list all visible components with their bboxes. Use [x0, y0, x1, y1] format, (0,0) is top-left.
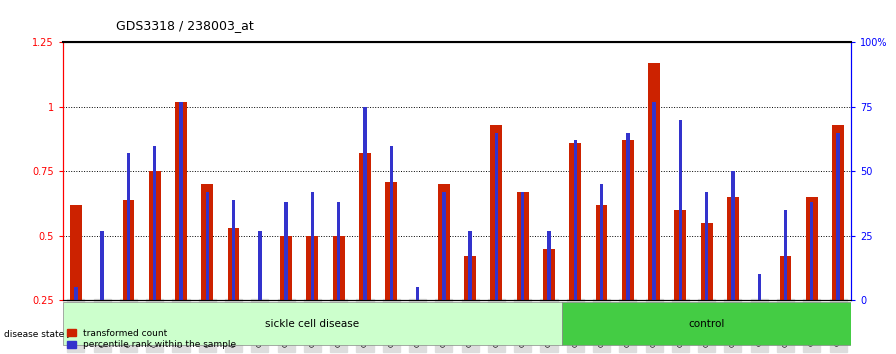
Bar — [517, 192, 529, 300]
Bar — [280, 236, 292, 300]
Bar — [359, 153, 371, 300]
Bar — [573, 141, 577, 300]
Bar — [836, 133, 840, 300]
Bar — [442, 192, 445, 300]
Bar — [810, 202, 814, 300]
Bar — [202, 184, 213, 300]
Bar — [390, 145, 393, 300]
Bar — [464, 256, 476, 300]
Bar — [332, 236, 345, 300]
Bar — [258, 230, 262, 300]
Bar — [179, 102, 183, 300]
Text: disease state ▶: disease state ▶ — [4, 330, 74, 339]
Text: sickle cell disease: sickle cell disease — [265, 319, 359, 329]
Bar — [562, 302, 851, 344]
Bar — [806, 197, 818, 300]
Bar — [311, 192, 314, 300]
Bar — [543, 249, 555, 300]
Bar — [754, 300, 765, 313]
Bar — [416, 287, 419, 300]
Legend: transformed count, percentile rank within the sample: transformed count, percentile rank withi… — [67, 329, 237, 349]
Bar — [727, 197, 739, 300]
Bar — [490, 125, 503, 300]
Bar — [63, 302, 562, 344]
Bar — [126, 153, 130, 300]
Bar — [232, 200, 236, 300]
Bar — [337, 202, 340, 300]
Bar — [626, 133, 630, 300]
Bar — [70, 205, 82, 300]
Bar — [648, 63, 660, 300]
Bar — [731, 171, 735, 300]
Bar — [100, 230, 104, 300]
Bar — [547, 230, 551, 300]
Bar — [149, 171, 160, 300]
Bar — [780, 256, 791, 300]
Bar — [569, 143, 582, 300]
Bar — [411, 300, 424, 352]
Bar — [495, 133, 498, 300]
Bar — [228, 228, 239, 300]
Bar — [153, 145, 157, 300]
Bar — [284, 202, 288, 300]
Text: control: control — [688, 319, 725, 329]
Bar — [596, 205, 607, 300]
Bar — [678, 120, 682, 300]
Bar — [74, 287, 78, 300]
Bar — [599, 184, 603, 300]
Bar — [652, 102, 656, 300]
Bar — [438, 184, 450, 300]
Bar — [757, 274, 761, 300]
Bar — [705, 192, 709, 300]
Bar — [521, 192, 524, 300]
Bar — [306, 236, 318, 300]
Bar — [832, 125, 844, 300]
Bar — [385, 182, 397, 300]
Bar — [254, 300, 266, 352]
Bar — [469, 230, 472, 300]
Bar — [175, 102, 187, 300]
Bar — [701, 223, 712, 300]
Bar — [675, 210, 686, 300]
Bar — [622, 141, 633, 300]
Bar — [96, 300, 108, 352]
Bar — [784, 210, 788, 300]
Text: GDS3318 / 238003_at: GDS3318 / 238003_at — [116, 19, 254, 32]
Bar — [363, 107, 366, 300]
Bar — [123, 200, 134, 300]
Bar — [205, 192, 209, 300]
